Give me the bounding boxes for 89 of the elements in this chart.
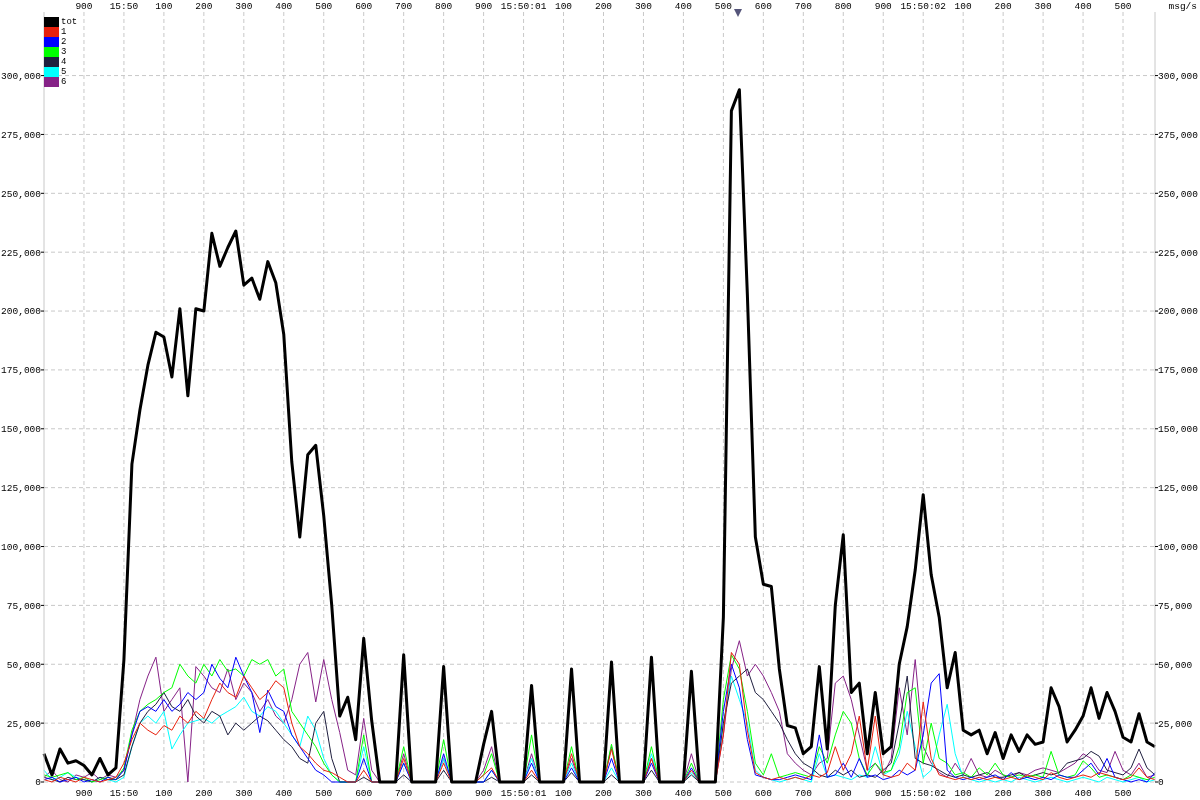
x-tick-label: 600 (754, 1, 773, 12)
legend-label: 5 (61, 67, 67, 77)
category-label: 900 (75, 788, 93, 799)
y2-tick-label: 50,000 (1158, 659, 1193, 671)
y-tick-label: 25,000 (6, 718, 42, 730)
legend-label: 3 (61, 47, 67, 57)
category-label: 15:50:02 (900, 788, 947, 799)
y2-tick-label: 300,000 (1158, 70, 1199, 82)
y2-tick-label: 100,000 (1158, 541, 1199, 553)
category-label: 300 (235, 788, 253, 799)
y-tick-label: 225,000 (1, 247, 42, 259)
y-tick-label: 300,000 (1, 70, 42, 82)
category-label: 100 (155, 788, 173, 799)
y-tick-label: 150,000 (1, 424, 42, 436)
category-label: 500 (315, 788, 333, 799)
y2-tick-label: 225,000 (1158, 247, 1199, 259)
legend-label: 4 (61, 57, 67, 67)
category-label: 100 (554, 788, 573, 799)
legend-label: 6 (61, 77, 67, 87)
y2-tick-label: 175,000 (1158, 365, 1199, 377)
y-tick-label: 0 (35, 777, 42, 789)
x-tick-label: 900 (475, 1, 493, 12)
y2-tick-label: 25,000 (1158, 718, 1193, 730)
category-label: 600 (355, 788, 373, 799)
category-label: 900 (475, 788, 493, 799)
legend-label: tot (61, 17, 78, 27)
x-tick-label: 300 (235, 1, 253, 12)
x-tick-label: 400 (674, 1, 693, 12)
x-tick-label: 200 (994, 1, 1012, 12)
category-label: 15:50 (109, 788, 139, 799)
category-label: 500 (1114, 788, 1132, 799)
y-tick-label: 275,000 (1, 129, 42, 141)
x-tick-label: 800 (435, 1, 453, 12)
x-tick-label: 500 (1114, 1, 1132, 12)
category-label: 400 (674, 788, 692, 799)
x-tick-label: 500 (714, 1, 733, 12)
x-tick-label: 800 (834, 1, 853, 12)
category-label: 15:50:01 (500, 788, 547, 799)
y-tick-label: 75,000 (6, 600, 42, 612)
y2-tick-label: 250,000 (1158, 188, 1199, 200)
y2-tick-label: 200,000 (1158, 306, 1199, 318)
category-label: 400 (275, 788, 293, 799)
y2-tick-label: 0 (1158, 777, 1164, 789)
y-tick-label: 200,000 (1, 306, 42, 318)
category-label: 900 (874, 788, 892, 799)
y-tick-label: 50,000 (6, 659, 42, 671)
x-tick-label: 100 (155, 1, 173, 12)
category-label: 400 (1074, 788, 1092, 799)
y2-tick-label: 275,000 (1158, 129, 1199, 141)
x-tick-label: 400 (1074, 1, 1092, 12)
x-tick-label: 600 (355, 1, 373, 12)
x-tick-label: 300 (1034, 1, 1052, 12)
line-series (42, 88, 1157, 784)
y-tick-label: 175,000 (1, 365, 42, 377)
y2-axis-title: msg/s (1168, 1, 1197, 12)
x-tick-label: 100 (954, 1, 973, 12)
category-label: 200 (594, 788, 613, 799)
y-tick-label: 100,000 (1, 541, 42, 553)
y-tick-label: 125,000 (1, 483, 42, 495)
category-label: 700 (395, 788, 413, 799)
x-tick-label: 700 (395, 1, 413, 12)
x-tick-label: 400 (275, 1, 293, 12)
y2-tick-label: 150,000 (1158, 424, 1199, 436)
x-tick-label: 15:50 (109, 1, 139, 12)
x-tick-label: 500 (315, 1, 333, 12)
x-tick-label: 100 (554, 1, 573, 12)
category-label: 800 (834, 788, 852, 799)
category-label: 200 (195, 788, 213, 799)
x-tick-label: 200 (594, 1, 613, 12)
legend-label: 1 (61, 27, 67, 37)
x-tick-label: 900 (75, 1, 93, 12)
x-tick-label: 700 (794, 1, 813, 12)
x-tick-label: 900 (874, 1, 893, 12)
category-label: 300 (634, 788, 653, 799)
category-label: 300 (1034, 788, 1052, 799)
y2-tick-label: 75,000 (1158, 600, 1193, 612)
category-label: 200 (994, 788, 1012, 799)
x-tick-label: 200 (195, 1, 213, 12)
y2-tick-label: 125,000 (1158, 483, 1199, 495)
category-label: 800 (435, 788, 453, 799)
x-tick-label: 15:50:01 (500, 1, 547, 12)
category-label: 600 (754, 788, 772, 799)
x-tick-label: 15:50:02 (900, 1, 947, 12)
legend-label: 2 (61, 37, 67, 47)
y-tick-label: 250,000 (1, 188, 42, 200)
category-label: 500 (714, 788, 732, 799)
category-label: 100 (954, 788, 972, 799)
category-label: 700 (794, 788, 812, 799)
x-tick-label: 300 (634, 1, 653, 12)
